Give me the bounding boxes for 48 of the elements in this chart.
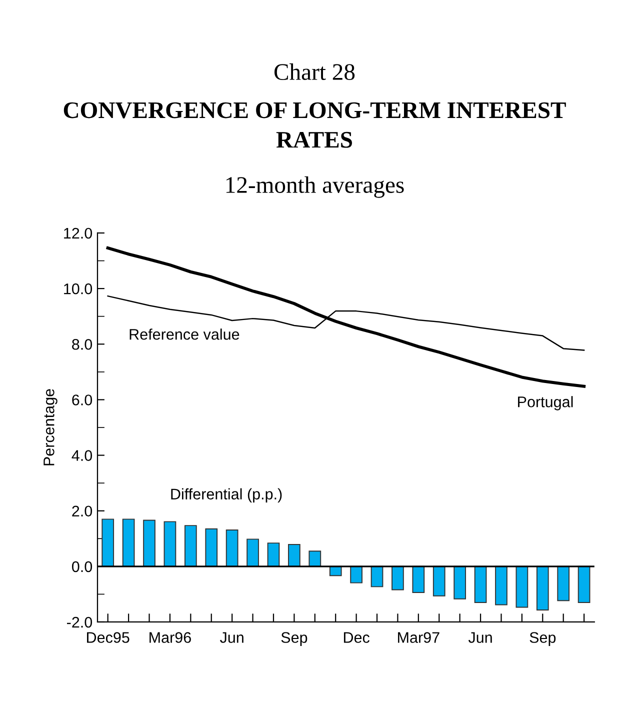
bar xyxy=(184,525,197,567)
bar xyxy=(370,566,384,588)
bar xyxy=(557,566,570,602)
bar xyxy=(122,518,135,567)
y-axis-title: Percentage xyxy=(44,389,58,466)
bar xyxy=(288,544,300,567)
bar xyxy=(474,566,487,604)
bar xyxy=(516,566,528,608)
line-series xyxy=(106,246,586,388)
bar xyxy=(350,566,362,584)
bar xyxy=(578,566,590,604)
x-tick-label: Dec95 xyxy=(87,632,130,643)
bar xyxy=(454,566,466,600)
x-tick-label: Sep xyxy=(530,632,556,646)
x-tick-label: Jun xyxy=(468,632,492,643)
x-tick-label: Jun xyxy=(220,632,244,643)
bar xyxy=(495,566,508,606)
y-tick-label: 4.0 xyxy=(72,450,92,461)
y-tick-label: 2.0 xyxy=(72,506,92,517)
bar xyxy=(412,566,425,594)
bar xyxy=(267,542,280,567)
y-tick-label: 12.0 xyxy=(64,228,92,239)
bar xyxy=(226,530,238,567)
bar xyxy=(392,566,404,590)
series-label: Reference value xyxy=(130,328,240,340)
bar xyxy=(205,528,218,567)
chart-title: CONVERGENCE OF LONG-TERM INTEREST RATES xyxy=(64,102,566,148)
bar xyxy=(102,518,114,567)
y-tick-label: -2.0 xyxy=(66,616,92,628)
bar xyxy=(246,538,259,567)
bar xyxy=(143,520,156,567)
x-tick-label: Dec xyxy=(344,632,370,643)
series-label: Portugal xyxy=(518,396,573,410)
x-tick-label: Mar97 xyxy=(398,632,440,643)
series-label: Differential (p.p.) xyxy=(171,488,282,503)
bar xyxy=(536,566,549,611)
bar xyxy=(329,566,342,576)
bar xyxy=(164,521,176,567)
caption: Chart 28 xyxy=(274,63,355,80)
bar xyxy=(432,566,446,596)
y-tick-label: 6.0 xyxy=(72,394,92,406)
y-tick-label: 8.0 xyxy=(72,338,92,350)
x-tick-label: Mar96 xyxy=(150,632,191,643)
bar xyxy=(308,550,322,567)
chart-subtitle: 12-month averages xyxy=(226,176,404,198)
y-tick-label: 0.0 xyxy=(72,561,92,572)
y-tick-label: 10.0 xyxy=(64,283,92,294)
x-tick-label: Sep xyxy=(281,632,308,646)
